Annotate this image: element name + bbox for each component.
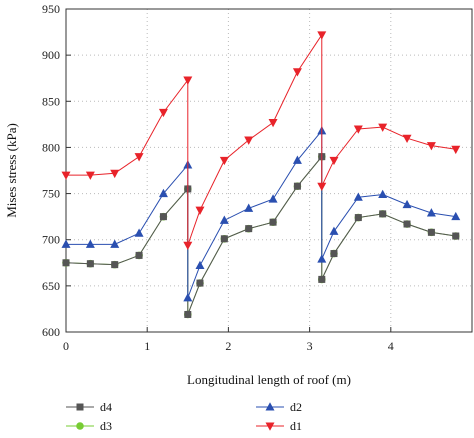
data-point-d4 xyxy=(220,235,228,243)
data-point-d2 xyxy=(219,215,229,224)
data-point-d1 xyxy=(110,169,120,179)
data-point-d1 xyxy=(183,241,193,251)
data-point-d4 xyxy=(135,251,143,259)
legend-marker-d3 xyxy=(76,422,84,430)
data-point-d4 xyxy=(318,275,326,283)
y-axis-title: Mises stress (kPa) xyxy=(4,123,19,218)
legend-item-d2: d2 xyxy=(256,400,302,414)
data-point-d1 xyxy=(219,156,229,166)
data-point-d4 xyxy=(354,214,362,222)
data-point-d2 xyxy=(183,293,193,302)
axis-ticks: 0 1 2 3 4 600 650 700 750 800 850 900 950 xyxy=(42,2,394,353)
legend-item-d4: d4 xyxy=(66,400,112,414)
y-tick-label: 700 xyxy=(42,233,60,247)
y-tick-label: 650 xyxy=(42,279,60,293)
data-point-d4 xyxy=(330,250,338,258)
data-point-d2 xyxy=(451,211,461,221)
data-point-d4 xyxy=(245,225,253,233)
data-point-d2 xyxy=(329,226,339,235)
data-point-d4 xyxy=(196,279,204,287)
data-point-d4 xyxy=(86,260,94,268)
data-point-d1 xyxy=(268,119,278,128)
series-layer xyxy=(61,31,461,319)
data-point-d4 xyxy=(379,210,387,218)
data-point-d2 xyxy=(292,155,302,164)
data-point-d1 xyxy=(195,206,205,215)
data-point-d2 xyxy=(317,254,327,263)
series-line-d3 xyxy=(65,155,456,315)
legend-marker-d2 xyxy=(265,402,275,411)
plot-area-frame xyxy=(65,8,473,333)
data-point-d2 xyxy=(244,203,254,212)
y-tick-label: 850 xyxy=(42,94,60,108)
data-point-d1 xyxy=(353,125,363,134)
data-point-d2 xyxy=(378,189,388,198)
data-point-d2 xyxy=(268,194,278,203)
x-axis-title: Longitudinal length of roof (m) xyxy=(187,372,351,387)
y-tick-label: 900 xyxy=(42,48,60,62)
data-point-d1 xyxy=(183,76,193,85)
data-point-d4 xyxy=(452,232,460,240)
data-point-d4 xyxy=(293,182,301,190)
legend-item-d3: d3 xyxy=(66,419,112,433)
data-point-d4 xyxy=(111,261,119,269)
y-tick-label: 800 xyxy=(42,140,60,154)
series-d1 xyxy=(61,31,461,251)
x-tick-label: 2 xyxy=(225,339,231,353)
series-line-d1 xyxy=(66,33,456,246)
data-point-d4 xyxy=(159,213,167,221)
data-point-d1 xyxy=(329,156,339,166)
data-point-d1 xyxy=(292,68,302,77)
data-point-d2 xyxy=(402,199,412,209)
data-point-d1 xyxy=(134,153,144,162)
data-point-d2 xyxy=(195,260,205,270)
data-point-d1 xyxy=(402,134,412,143)
y-tick-label: 600 xyxy=(42,325,60,339)
data-point-d4 xyxy=(184,310,192,318)
legend-label: d2 xyxy=(290,400,302,414)
data-point-d2 xyxy=(158,188,168,198)
legend-label: d1 xyxy=(290,419,302,433)
series-line-d4 xyxy=(65,155,456,315)
data-point-d1 xyxy=(317,31,327,40)
legend-marker-d1 xyxy=(265,422,275,431)
data-point-d2 xyxy=(353,192,363,201)
legend-item-d1: d1 xyxy=(256,419,302,433)
data-point-d4 xyxy=(62,259,70,267)
legend: d4 d2 d3 d1 xyxy=(66,400,302,433)
data-point-d2 xyxy=(85,239,95,248)
y-tick-label: 750 xyxy=(42,187,60,201)
data-point-d1 xyxy=(317,182,327,191)
data-point-d2 xyxy=(61,239,71,248)
data-point-d1 xyxy=(426,142,436,151)
x-tick-label: 3 xyxy=(307,339,313,353)
data-point-d2 xyxy=(426,208,436,217)
data-point-d1 xyxy=(451,145,461,155)
data-point-d1 xyxy=(158,108,168,118)
grid-lines xyxy=(66,9,472,332)
series-d4 xyxy=(62,153,460,318)
data-point-d4 xyxy=(269,218,277,226)
data-point-d2 xyxy=(110,239,120,248)
data-point-d1 xyxy=(244,136,254,145)
series-d2 xyxy=(61,126,461,302)
data-point-d1 xyxy=(378,123,388,132)
data-point-d4 xyxy=(427,228,435,236)
x-tick-label: 1 xyxy=(144,339,150,353)
data-point-d1 xyxy=(61,171,71,180)
x-tick-label: 0 xyxy=(63,339,69,353)
series-d3 xyxy=(62,152,460,319)
y-tick-label: 950 xyxy=(42,2,60,16)
data-point-d1 xyxy=(85,171,95,180)
legend-label: d3 xyxy=(100,419,112,433)
series-line-d2 xyxy=(66,129,456,299)
data-point-d2 xyxy=(134,228,144,237)
x-tick-label: 4 xyxy=(388,339,394,353)
data-point-d4 xyxy=(403,220,411,228)
legend-label: d4 xyxy=(100,400,112,414)
legend-marker-d4 xyxy=(76,403,84,411)
